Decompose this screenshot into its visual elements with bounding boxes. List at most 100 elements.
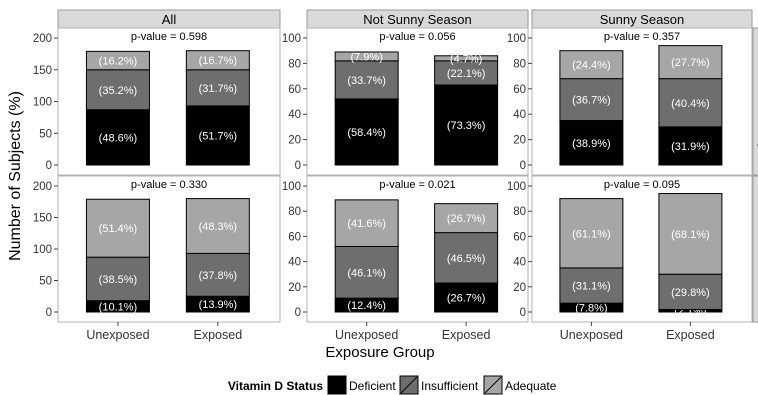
p-value-label: p-value = 0.330 bbox=[131, 179, 207, 191]
bar-segment-adequate bbox=[559, 198, 624, 269]
bar-segment-label: (12.4%) bbox=[347, 300, 386, 312]
bar-segment-label: (73.3%) bbox=[447, 120, 486, 132]
y-tick-label: 100 bbox=[33, 244, 52, 256]
chart-panel: 0 20 40 60 80 100 p-value = 0.095 (7.8%) (31.1%)… bbox=[507, 175, 753, 342]
bar-segment-label: (36.7%) bbox=[572, 95, 611, 107]
y-tick-label: 100 bbox=[282, 181, 301, 193]
bar-segment-label: (33.7%) bbox=[347, 75, 386, 87]
chart-panel: 0 50 100 150 200 p-value = 0.330 (10.1%) (38.5%… bbox=[33, 175, 281, 342]
y-tick-label: 60 bbox=[513, 231, 526, 243]
y-tick-label: 100 bbox=[507, 33, 526, 45]
bar-segment-deficient bbox=[334, 98, 399, 166]
bar-segment-label: (40.4%) bbox=[671, 98, 710, 110]
legend-entry-label: Deficient bbox=[349, 379, 396, 393]
legend-entry-label: Adequate bbox=[505, 379, 557, 393]
y-tick-label: 200 bbox=[33, 33, 52, 45]
bar-segment-label: (48.3%) bbox=[199, 221, 238, 233]
facet-strip-row bbox=[752, 175, 758, 323]
y-tick-label: 0 bbox=[520, 160, 526, 172]
p-value-label: p-value = 0.095 bbox=[604, 179, 680, 191]
chart-panel: 0 20 40 60 80 100 p-value = 0.021 (12.4%) (46.1%… bbox=[282, 175, 529, 342]
bar-segment-insufficient bbox=[658, 78, 723, 128]
x-tick-label: Unexposed bbox=[560, 328, 623, 342]
legend-key-deficient bbox=[327, 375, 347, 395]
y-tick-label: 20 bbox=[513, 135, 526, 147]
bar-segment-insufficient bbox=[85, 256, 150, 302]
bar-segment-insufficient bbox=[434, 60, 499, 86]
facet-strip-row bbox=[752, 27, 758, 176]
bar-segment-label: (38.9%) bbox=[572, 138, 611, 150]
y-axis-label: Number of Subjects (%) bbox=[7, 91, 24, 261]
y-tick-label: 0 bbox=[295, 160, 301, 172]
y-tick-label: 20 bbox=[288, 135, 301, 147]
y-tick-label: 40 bbox=[513, 109, 526, 121]
x-tick-label: Unexposed bbox=[335, 328, 398, 342]
y-tick-label: 40 bbox=[288, 257, 301, 269]
bar-segment-label: (31.7%) bbox=[199, 83, 238, 95]
bar-segment-adequate bbox=[434, 203, 499, 234]
y-tick-label: 40 bbox=[513, 257, 526, 269]
bar-segment-adequate bbox=[185, 198, 250, 254]
y-tick-label: 100 bbox=[507, 181, 526, 193]
bar-segment-label: (68.1%) bbox=[671, 229, 710, 241]
bar-segment-label: (24.4%) bbox=[572, 60, 611, 72]
p-value-label: p-value = 0.357 bbox=[604, 31, 680, 43]
y-tick-label: 60 bbox=[288, 84, 301, 96]
legend-key-slash bbox=[484, 376, 502, 394]
bar-segment-insufficient bbox=[334, 60, 399, 100]
bar-segment-label: (16.2%) bbox=[99, 56, 138, 68]
p-value-label: p-value = 0.056 bbox=[379, 31, 455, 43]
bar-segment-adequate bbox=[658, 193, 723, 275]
bar-segment-label: (27.7%) bbox=[671, 57, 710, 69]
bar-segment-label: (37.8%) bbox=[199, 270, 238, 282]
y-tick-label: 80 bbox=[513, 206, 526, 218]
bar-segment-label: (38.5%) bbox=[99, 274, 138, 286]
bar-segment-insufficient bbox=[334, 245, 399, 299]
y-tick-label: 150 bbox=[33, 213, 52, 225]
legend-title: Vitamin D Status bbox=[228, 379, 323, 393]
bar-segment-label: (31.1%) bbox=[572, 281, 611, 293]
chart-panel: 0 20 40 60 80 100 p-value = 0.056 (58.4%) (33.7%… bbox=[282, 27, 529, 176]
bar-segment-adequate bbox=[85, 50, 150, 71]
legend-key-slash bbox=[400, 376, 418, 394]
y-tick-label: 0 bbox=[520, 307, 526, 319]
bar-segment-label: (61.1%) bbox=[572, 228, 611, 240]
bar-segment-label: (46.1%) bbox=[347, 267, 386, 279]
bar-segment-label: (51.7%) bbox=[199, 130, 238, 142]
bar-segment-label: (22.1%) bbox=[447, 68, 486, 80]
y-tick-label: 50 bbox=[39, 276, 52, 288]
bar-segment-label: (26.7%) bbox=[447, 293, 486, 305]
bar-segment-deficient bbox=[85, 109, 150, 166]
x-tick-label: Exposed bbox=[666, 328, 715, 342]
facet-strip-col-label: All bbox=[162, 12, 177, 27]
legend-entry-label: Insufficient bbox=[421, 379, 479, 393]
bar-segment-insufficient bbox=[434, 232, 499, 284]
x-tick-label: Unexposed bbox=[86, 328, 149, 342]
y-tick-label: 100 bbox=[33, 97, 52, 109]
bar-segment-label: (7.9%) bbox=[350, 51, 382, 63]
bar-segment-label: (13.9%) bbox=[199, 299, 238, 311]
bar-segment-label: (16.7%) bbox=[199, 55, 238, 67]
bar-segment-deficient bbox=[658, 126, 723, 166]
y-tick-label: 80 bbox=[288, 58, 301, 70]
bar-segment-label: (4.7%) bbox=[450, 53, 482, 65]
y-tick-label: 100 bbox=[282, 33, 301, 45]
bar-segment-label: (29.8%) bbox=[671, 287, 710, 299]
y-tick-label: 80 bbox=[513, 58, 526, 70]
y-tick-label: 0 bbox=[46, 307, 52, 319]
y-tick-label: 20 bbox=[513, 282, 526, 294]
bar-segment-label: (41.6%) bbox=[347, 218, 386, 230]
bar-segment-label: (35.2%) bbox=[99, 85, 138, 97]
bar-segment-adequate bbox=[185, 50, 250, 71]
y-tick-label: 0 bbox=[295, 307, 301, 319]
bar-segment-deficient bbox=[434, 282, 499, 313]
facet-strip-col-label: Not Sunny Season bbox=[363, 12, 471, 27]
bar-segment-deficient bbox=[559, 120, 624, 166]
y-tick-label: 50 bbox=[39, 128, 52, 140]
x-axis-label: Exposure Group bbox=[325, 344, 434, 361]
bar-segment-label: (7.8%) bbox=[575, 303, 607, 315]
p-value-label: p-value = 0.021 bbox=[379, 179, 455, 191]
y-tick-label: 60 bbox=[513, 84, 526, 96]
